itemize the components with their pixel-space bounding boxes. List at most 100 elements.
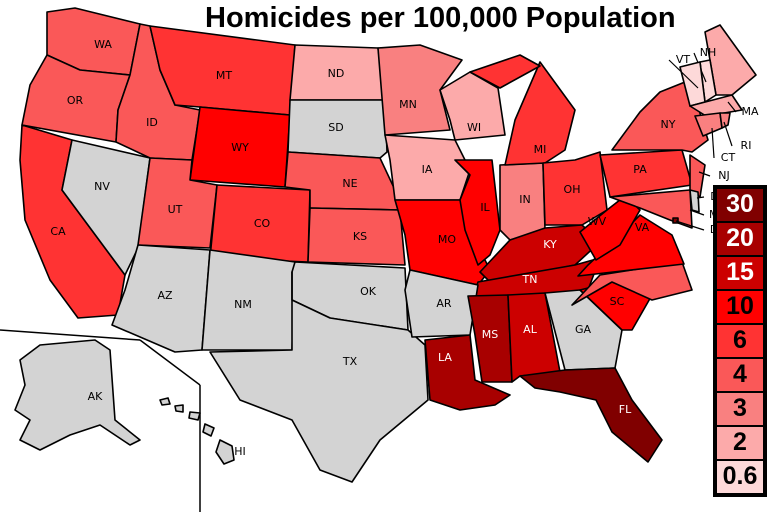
state-label: KS (353, 230, 367, 243)
leader-line (723, 121, 733, 147)
state-label: MA (741, 105, 758, 118)
state-il[interactable]: IL (454, 159, 501, 266)
state-ak[interactable]: AK (14, 339, 141, 451)
state-label: ID (146, 116, 158, 129)
state-shape[interactable] (287, 99, 388, 159)
state-shape[interactable] (307, 207, 406, 266)
state-shape[interactable] (174, 404, 184, 413)
state-shape[interactable] (202, 423, 215, 437)
state-label: IL (480, 201, 490, 214)
legend-swatch: 4 (717, 358, 763, 391)
state-fl[interactable]: FL (519, 367, 663, 463)
state-label: NM (234, 298, 252, 311)
state-shape[interactable] (609, 189, 693, 229)
state-hi[interactable]: HI (159, 397, 246, 465)
state-ga[interactable]: GA (544, 289, 623, 371)
state-shape[interactable] (467, 294, 513, 383)
legend-swatch: 30 (717, 188, 763, 221)
legend: 30 20 15 10 6 4 3 2 0.6 (713, 185, 767, 497)
state-pa[interactable]: PA (599, 149, 693, 198)
state-wy[interactable]: WY (189, 106, 291, 188)
state-label: MT (216, 69, 232, 82)
state-sd[interactable]: SD (287, 99, 388, 159)
leader-line (698, 171, 711, 177)
state-shape[interactable] (571, 261, 693, 306)
state-ma[interactable]: MA (689, 94, 759, 118)
state-shape[interactable] (579, 195, 641, 261)
state-shape[interactable] (14, 339, 141, 451)
state-shape[interactable] (454, 159, 501, 266)
state-label: FL (619, 403, 632, 416)
state-nd[interactable]: ND (289, 44, 386, 101)
state-shape[interactable] (689, 189, 700, 213)
state-mn[interactable]: MN (377, 44, 463, 136)
state-label: IA (422, 163, 433, 176)
state-label: AZ (157, 289, 173, 302)
state-tx[interactable]: TX (209, 271, 429, 483)
state-label: SD (328, 121, 343, 134)
state-oh[interactable]: OH (542, 151, 608, 226)
state-shape[interactable] (469, 54, 541, 89)
state-shape[interactable] (719, 112, 731, 129)
state-label: GA (575, 323, 592, 336)
legend-swatch: 20 (717, 222, 763, 255)
state-wa[interactable]: WA (46, 7, 141, 76)
legend-swatch: 15 (717, 256, 763, 289)
legend-swatch: 6 (717, 324, 763, 357)
inset-divider-line (139, 339, 201, 386)
state-nj[interactable]: NJ (689, 154, 730, 198)
state-nm[interactable]: NM (201, 249, 296, 351)
state-shape[interactable] (689, 94, 743, 117)
state-label: IN (519, 193, 530, 206)
state-label: RI (741, 139, 752, 152)
state-co[interactable]: CO (209, 184, 311, 263)
state-ct[interactable]: CT (694, 112, 735, 164)
state-ri[interactable]: RI (719, 112, 752, 152)
leader-line (711, 127, 715, 159)
state-label: NJ (718, 169, 729, 182)
state-label: WV (588, 215, 607, 228)
state-ar[interactable]: AR (404, 269, 479, 338)
state-label: TN (522, 273, 538, 286)
leader-line (696, 196, 705, 199)
state-label: AR (436, 297, 452, 310)
state-shape[interactable] (544, 289, 623, 371)
state-ia[interactable]: IA (384, 134, 471, 201)
state-shape[interactable] (404, 269, 479, 338)
state-label: MN (399, 98, 417, 111)
state-shape[interactable] (61, 139, 151, 276)
state-label: NY (661, 118, 676, 131)
leader-line (668, 59, 699, 89)
state-ks[interactable]: KS (307, 207, 406, 266)
state-label: AL (523, 323, 538, 336)
state-or[interactable]: OR (21, 54, 131, 143)
state-label: NV (94, 180, 110, 193)
state-nv[interactable]: NV (61, 139, 151, 276)
state-label: NH (700, 46, 717, 59)
state-label: WA (94, 38, 112, 51)
state-shape[interactable] (424, 334, 511, 411)
legend-swatch: 10 (717, 290, 763, 323)
state-shape[interactable] (519, 367, 663, 463)
state-in[interactable]: IN (499, 162, 546, 241)
state-label: ND (328, 67, 345, 80)
state-shape[interactable] (159, 397, 171, 406)
state-label: HI (234, 445, 246, 458)
state-label: CO (254, 217, 271, 230)
state-la[interactable]: LA (424, 334, 511, 411)
legend-swatch: 0.6 (717, 460, 763, 493)
state-label: TX (342, 355, 358, 368)
state-shape[interactable] (672, 217, 679, 224)
state-label: KY (543, 238, 557, 251)
state-label: WI (467, 121, 481, 134)
state-shape[interactable] (188, 411, 201, 421)
state-ms[interactable]: MS (467, 294, 513, 383)
state-shape[interactable] (209, 271, 429, 483)
leader-line (727, 101, 737, 113)
state-label: LA (438, 351, 452, 364)
state-shape[interactable] (215, 439, 235, 465)
state-label: WY (231, 141, 249, 154)
state-label: MS (482, 328, 498, 341)
state-label: PA (633, 163, 647, 176)
state-wv[interactable]: WV (579, 195, 641, 261)
